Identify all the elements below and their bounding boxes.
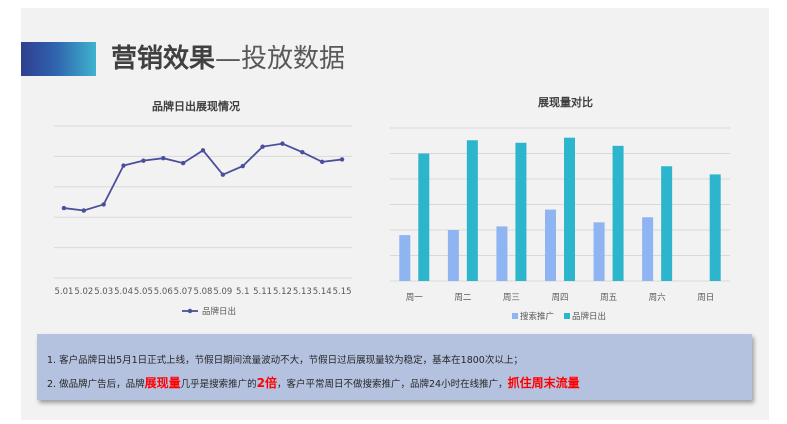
line-chart-x-tick: 5.01 bbox=[54, 287, 73, 297]
bar-chart-bar bbox=[661, 166, 673, 281]
line-chart-point bbox=[300, 149, 305, 155]
line-chart-x-tick: 5.02 bbox=[74, 287, 93, 297]
line-chart-series-line bbox=[63, 142, 343, 212]
bar-chart-bar bbox=[399, 235, 411, 281]
page-title-rest: —投放数据 bbox=[215, 44, 346, 74]
line-chart-x-tick: 5.12 bbox=[273, 287, 292, 297]
note-line-2: 2. 做品牌广告后，品牌展现量几乎是搜索推广的2倍，客户平常周日不做搜索推广，品… bbox=[47, 374, 580, 391]
line-chart-x-tick: 5.06 bbox=[154, 287, 173, 297]
bar-chart-legend-label: 搜索推广 bbox=[520, 311, 554, 322]
line-chart-x-tick: 5.07 bbox=[174, 287, 193, 297]
bar-chart-bar bbox=[447, 230, 459, 281]
bar-chart-bar bbox=[515, 142, 527, 281]
bar-chart-bar bbox=[466, 140, 478, 281]
bar-chart-x-tick: 周二 bbox=[454, 293, 472, 303]
bar-chart-bar bbox=[612, 145, 624, 281]
bar-chart-x-tick: 周六 bbox=[649, 292, 667, 303]
bar-chart-bar bbox=[496, 226, 508, 281]
note-line-2-c: 几乎是搜索推广的 bbox=[180, 379, 257, 390]
line-chart-x-tick: 5.11 bbox=[253, 287, 272, 297]
line-chart-x-tick: 5.08 bbox=[194, 287, 213, 297]
line-chart-legend-marker bbox=[187, 308, 193, 314]
line-chart-point bbox=[280, 141, 285, 146]
line-chart-point bbox=[61, 205, 67, 211]
bar-chart-bar bbox=[545, 209, 556, 281]
line-chart-x-tick: 5.05 bbox=[134, 287, 153, 297]
note-line-2-e: ，客户平常周日不做搜索推广，品牌24小时在线推广， bbox=[276, 379, 508, 390]
line-chart-x-tick: 5.04 bbox=[114, 287, 133, 297]
line-chart-x-tick: 5.15 bbox=[333, 287, 352, 297]
line-chart-legend-label: 品牌日出 bbox=[202, 306, 236, 317]
line-chart-point bbox=[200, 148, 206, 153]
line-chart-x-tick: 5.1 bbox=[236, 287, 250, 297]
bar-chart-bar bbox=[642, 217, 654, 281]
page-title-bold: 营销效果 bbox=[111, 44, 216, 74]
line-chart-x-tick: 5.09 bbox=[213, 287, 232, 297]
bar-chart-bar bbox=[418, 153, 430, 281]
bar-chart-legend-label: 品牌日出 bbox=[572, 311, 606, 322]
line-chart-point bbox=[121, 163, 126, 168]
note-highlight-weekend: 抓住周末流量 bbox=[507, 376, 580, 390]
line-chart-point bbox=[320, 159, 325, 165]
bar-chart-bar bbox=[564, 137, 575, 281]
note-highlight-double: 2倍 bbox=[256, 376, 277, 390]
line-chart-point bbox=[101, 202, 106, 207]
line-chart-x-tick: 5.13 bbox=[293, 287, 312, 297]
line-chart-title: 品牌日出展现情况 bbox=[152, 100, 240, 113]
line-chart-point bbox=[240, 163, 245, 169]
bar-chart-legend-swatch bbox=[512, 313, 518, 319]
bar-chart-x-tick: 周四 bbox=[551, 293, 568, 303]
bar-chart-title: 展现量对比 bbox=[538, 96, 593, 109]
note-highlight-impressions: 展现量 bbox=[144, 376, 181, 390]
bar-chart-x-tick: 周日 bbox=[697, 293, 714, 303]
bar-chart-bar bbox=[709, 174, 721, 281]
line-chart-x-tick: 5.14 bbox=[313, 287, 332, 297]
line-chart-point bbox=[81, 208, 86, 213]
title-accent-bar bbox=[21, 42, 96, 76]
line-chart-point bbox=[141, 158, 146, 163]
bar-chart-legend-swatch bbox=[564, 313, 570, 319]
line-chart-point bbox=[180, 160, 186, 166]
page-title: 营销效果—投放数据 bbox=[111, 38, 345, 75]
line-chart-point bbox=[220, 172, 226, 177]
line-chart-point bbox=[260, 144, 265, 149]
bar-chart-bar bbox=[593, 222, 605, 281]
line-chart-point bbox=[161, 156, 166, 161]
line-chart-point bbox=[339, 157, 345, 162]
summary-note: 1. 客户品牌日出5月1日正式上线，节假日期间流量波动不大，节假日过后展现量较为… bbox=[37, 334, 752, 400]
bar-chart-x-tick: 周一 bbox=[406, 293, 424, 303]
note-line-1: 1. 客户品牌日出5月1日正式上线，节假日期间流量波动不大，节假日过后展现量较为… bbox=[47, 355, 523, 366]
bar-chart-x-tick: 周三 bbox=[503, 293, 520, 303]
note-line-2-a: 2. 做品牌广告后，品牌 bbox=[47, 379, 145, 390]
bar-chart-x-tick: 周五 bbox=[600, 293, 618, 303]
line-chart: 5.01 5.02 5.03 5.04 5.05 5.06 5.07 5.08 5.09 5.1 5… bbox=[54, 125, 352, 317]
line-chart-x-tick: 5.03 bbox=[94, 287, 113, 297]
